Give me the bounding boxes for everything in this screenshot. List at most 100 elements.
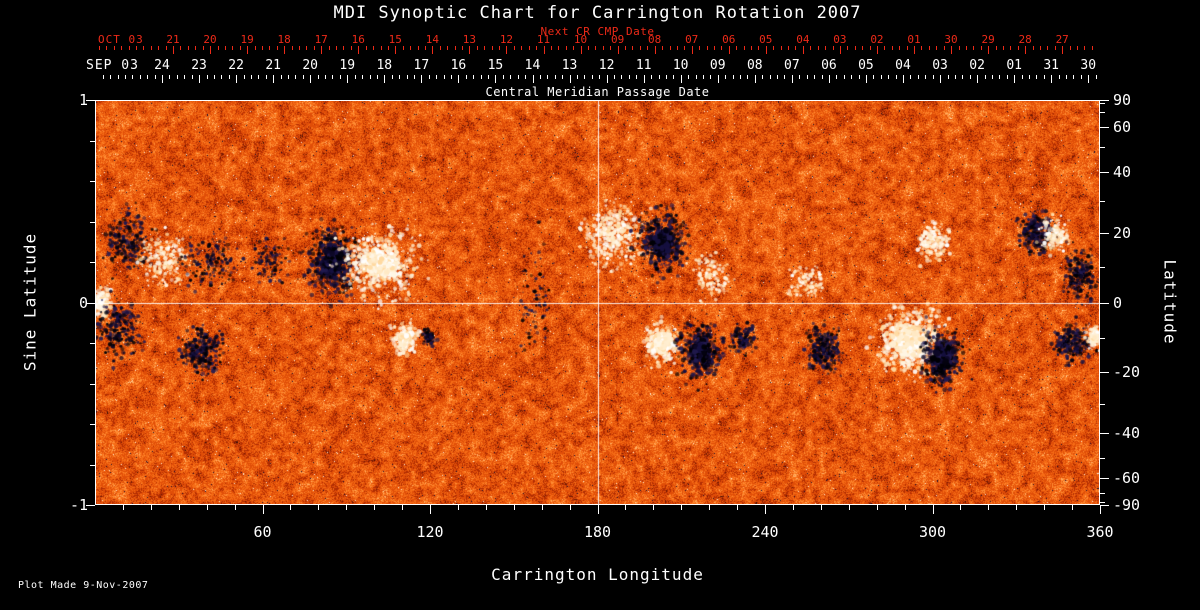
cmp-tick (250, 75, 252, 79)
next-cr-tick (210, 46, 212, 54)
cmp-tick (147, 75, 149, 79)
next-cr-day-label: 18 (277, 33, 291, 46)
next-cr-tick (173, 46, 174, 54)
next-cr-tick (595, 46, 597, 50)
next-cr-day-label: 13 (462, 33, 477, 46)
cmp-tick (910, 75, 912, 79)
next-cr-tick (195, 46, 197, 50)
next-cr-tick (602, 46, 604, 50)
cmp-tick (554, 75, 556, 79)
cmp-tick (110, 75, 112, 79)
next-cr-tick (899, 46, 901, 50)
next-cr-tick (1084, 46, 1086, 50)
next-cr-tick (869, 46, 871, 50)
cmp-day-label: 08 (746, 58, 763, 73)
lon-tick (709, 505, 711, 510)
lat-tick (1100, 172, 1109, 174)
next-cr-tick (847, 46, 849, 50)
lat-tick (1100, 302, 1109, 304)
cmp-tick (480, 75, 482, 79)
cmp-day-label: 19 (339, 58, 356, 73)
cmp-day-label: 10 (672, 58, 689, 73)
next-cr-tick (447, 46, 449, 50)
cmp-tick (273, 75, 275, 83)
lon-tick (681, 505, 683, 510)
lon-tick (1100, 505, 1101, 514)
cmp-tick (406, 75, 408, 79)
cmp-tick (347, 75, 349, 83)
next-cr-day-label: 10 (573, 33, 588, 46)
next-cr-tick (224, 46, 226, 50)
cmp-tick (628, 75, 630, 79)
cmp-tick (325, 75, 326, 79)
cmp-tick (977, 75, 979, 83)
next-cr-tick (914, 46, 915, 54)
next-cr-month-label: OCT 03 (98, 33, 144, 46)
sine-lat-tick-label: -1 (69, 496, 88, 514)
cmp-tick (769, 75, 771, 79)
cmp-tick (651, 75, 653, 79)
cmp-tick (858, 75, 860, 79)
cmp-tick (584, 75, 586, 79)
cmp-tick (191, 75, 193, 79)
lon-tick (178, 505, 180, 510)
next-cr-tick (676, 46, 678, 50)
next-cr-day-label: 07 (685, 33, 699, 46)
lat-tick-label: -90 (1113, 496, 1141, 514)
next-cr-tick (106, 46, 108, 50)
sine-lat-tick (90, 221, 95, 223)
next-cr-tick (261, 46, 263, 50)
cmp-tick (199, 75, 201, 83)
next-cr-tick (284, 46, 286, 54)
next-cr-tick (543, 46, 545, 54)
next-cr-tick (699, 46, 701, 50)
next-cr-tick (521, 46, 523, 50)
next-cr-tick (276, 46, 278, 50)
cmp-tick (154, 75, 156, 79)
cmp-day-label: 02 (969, 58, 985, 73)
lon-tick (625, 505, 627, 510)
next-cr-tick (550, 46, 552, 50)
next-cr-tick (580, 46, 582, 54)
cmp-tick (376, 75, 378, 79)
next-cr-tick (328, 46, 330, 50)
next-cr-tick (884, 46, 886, 50)
next-cr-tick (639, 46, 641, 50)
cmp-day-label: 13 (561, 58, 578, 73)
lat-tick (1100, 233, 1109, 235)
next-cr-tick (647, 46, 649, 50)
next-cr-tick (1047, 46, 1049, 50)
cmp-tick (280, 75, 282, 79)
cmp-tick (288, 75, 289, 79)
lon-tick (262, 505, 264, 514)
next-cr-tick (758, 46, 760, 50)
lat-tick (1100, 112, 1105, 114)
next-cr-tick (610, 46, 612, 50)
cmp-tick (710, 75, 712, 79)
cmp-tick (814, 75, 816, 79)
lon-tick (737, 505, 739, 510)
next-cr-tick (1002, 46, 1004, 50)
cmp-tick (502, 75, 504, 79)
next-cr-tick (765, 46, 767, 54)
next-cr-tick (113, 46, 115, 50)
next-cr-tick (713, 46, 715, 50)
cmp-tick (295, 75, 297, 79)
lon-tick (932, 505, 934, 514)
sine-lat-tick (86, 302, 95, 304)
next-cr-tick (736, 46, 738, 50)
cmp-tick (888, 75, 890, 79)
next-cr-tick (150, 46, 152, 50)
sine-lat-tick (90, 181, 95, 182)
next-cr-tick (906, 46, 908, 50)
lon-tick (318, 505, 320, 510)
cmp-tick (1080, 75, 1082, 79)
cmp-tick (569, 75, 571, 83)
cmp-tick (176, 75, 178, 79)
next-cr-tick (462, 46, 463, 50)
next-cr-day-label: 12 (499, 33, 514, 46)
cmp-tick (577, 75, 578, 79)
cmp-tick (880, 75, 882, 79)
cmp-tick (362, 75, 364, 79)
cmp-tick (762, 75, 764, 79)
